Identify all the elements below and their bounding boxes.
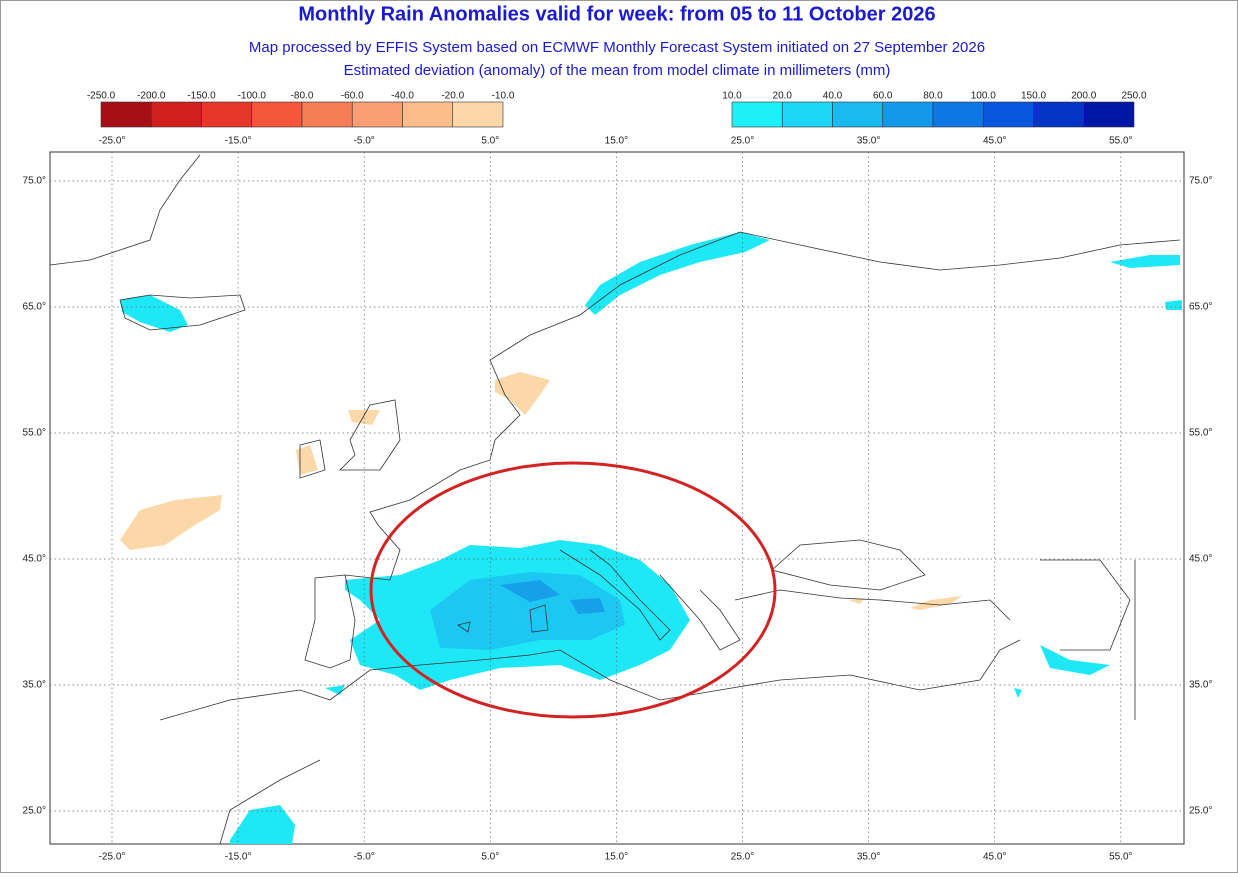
legend-swatch <box>832 101 884 128</box>
legend-label: -60.0 <box>341 91 364 102</box>
legend-label: 80.0 <box>923 91 943 102</box>
legend-swatch <box>932 101 984 128</box>
legend-label: 250.0 <box>1121 91 1146 102</box>
lat-label: 65.0° <box>23 302 46 313</box>
lat-label: 75.0° <box>1189 176 1212 187</box>
legend-label: -250.0 <box>87 91 116 102</box>
legend-label: -40.0 <box>391 91 414 102</box>
title: Monthly Rain Anomalies valid for week: f… <box>298 3 935 25</box>
lon-label: -25.0° <box>99 136 126 147</box>
lon-label: 35.0° <box>857 136 880 147</box>
legend-swatch <box>1083 101 1135 128</box>
lon-label: -15.0° <box>225 136 252 147</box>
legend-label: 150.0 <box>1021 91 1046 102</box>
lon-label: -25.0° <box>99 852 126 863</box>
lon-label: -15.0° <box>225 852 252 863</box>
legend-label: 100.0 <box>971 91 996 102</box>
highlight-ellipse <box>369 461 777 719</box>
graticule: -25.0° -25.0° -15.0° -15.0° -5.0° -5.0° 5.0° 5.… <box>23 136 1213 863</box>
legend-swatch <box>1033 101 1085 128</box>
description: Estimated deviation (anomaly) of the mea… <box>344 62 891 79</box>
lat-label: 35.0° <box>23 680 46 691</box>
subtitle: Map processed by EFFIS System based on E… <box>249 39 985 56</box>
legend-swatch <box>731 101 783 128</box>
positive-anomaly <box>500 580 605 614</box>
lat-label: 75.0° <box>23 176 46 187</box>
positive-anomaly <box>430 572 625 650</box>
legend-swatch <box>301 101 353 128</box>
map-body <box>49 154 1182 845</box>
legend-swatch <box>150 101 202 128</box>
legend-label: 10.0 <box>722 91 742 102</box>
lat-label: 55.0° <box>1189 428 1212 439</box>
legend-label: -20.0 <box>441 91 464 102</box>
lon-label: 25.0° <box>731 136 754 147</box>
lon-label: 45.0° <box>983 136 1006 147</box>
legend-swatch <box>452 101 504 128</box>
lon-label: 15.0° <box>605 852 628 863</box>
legend-swatch <box>781 101 833 128</box>
lon-label: 15.0° <box>605 136 628 147</box>
legend-label: 60.0 <box>873 91 893 102</box>
lon-label: 5.0° <box>481 136 499 147</box>
legend-label: -10.0 <box>492 91 515 102</box>
legend-label: -80.0 <box>291 91 314 102</box>
legend-label: -100.0 <box>238 91 267 102</box>
lat-label: 65.0° <box>1189 302 1212 313</box>
lon-label: 55.0° <box>1109 136 1132 147</box>
legend-swatch <box>201 101 253 128</box>
lat-label: 35.0° <box>1189 680 1212 691</box>
lon-label: 55.0° <box>1109 852 1132 863</box>
lon-label: -5.0° <box>354 852 375 863</box>
lon-label: 45.0° <box>983 852 1006 863</box>
lat-label: 25.0° <box>23 806 46 817</box>
lat-label: 25.0° <box>1189 806 1212 817</box>
legend-swatch <box>402 101 454 128</box>
legend-label: -200.0 <box>137 91 166 102</box>
lon-label: 35.0° <box>857 852 880 863</box>
legend-label: -150.0 <box>187 91 216 102</box>
lon-label: 25.0° <box>731 852 754 863</box>
legend: -250.0 -200.0 -150.0 -100.0 -80.0 -60.0 -40.0 -… <box>87 91 1147 128</box>
legend-swatch <box>882 101 934 128</box>
lat-label: 55.0° <box>23 428 46 439</box>
legend-swatch <box>351 101 403 128</box>
legend-label: 40.0 <box>823 91 843 102</box>
lon-label: -5.0° <box>354 136 375 147</box>
legend-swatch <box>100 101 152 128</box>
lat-label: 45.0° <box>23 554 46 565</box>
legend-label: 200.0 <box>1071 91 1096 102</box>
legend-swatch <box>251 101 303 128</box>
lat-label: 45.0° <box>1189 554 1212 565</box>
lon-label: 5.0° <box>481 852 499 863</box>
positive-anomaly <box>585 232 770 315</box>
positive-anomaly <box>120 295 188 332</box>
legend-label: 20.0 <box>773 91 793 102</box>
legend-swatch <box>982 101 1034 128</box>
